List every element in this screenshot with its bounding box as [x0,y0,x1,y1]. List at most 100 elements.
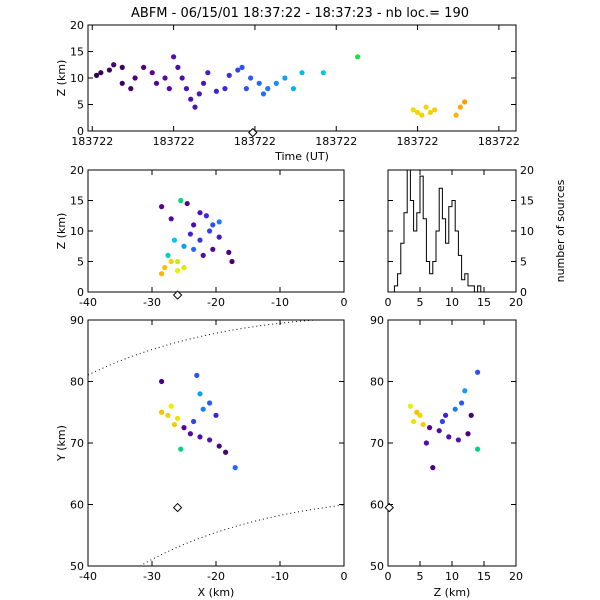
x-tick-label: 15 [477,296,491,309]
source-point [248,75,254,81]
y-tick-label: 20 [70,164,84,177]
source-point [462,99,468,105]
y-tick-label: 15 [70,46,84,59]
source-point [93,72,100,78]
source-point [168,403,174,409]
source-point [459,400,465,406]
source-point [256,80,262,86]
source-point [355,54,361,60]
source-point [419,112,425,118]
source-point [439,418,445,425]
source-point [168,258,174,265]
source-point [455,437,461,443]
y-tick-label: 50 [370,560,384,573]
panel-time-height-yticks: 0 5 10 15 20 [70,19,516,138]
source-point [430,465,436,471]
source-point [197,391,203,397]
x-tick-label: 15 [477,570,491,583]
source-point [207,400,213,406]
y-tick-label: 5 [77,256,84,269]
source-point [188,96,194,102]
source-point [166,86,172,92]
y-tick-label: 10 [70,72,84,85]
source-point [183,86,190,92]
source-point [159,409,165,415]
source-point [423,104,429,110]
histogram-step-line [393,169,484,293]
panel-plan-view-frame [87,319,345,567]
x-tick-label: 5 [417,570,424,583]
source-point [203,213,209,219]
source-point [452,406,458,412]
panel-plan-view-xlabel: X (km) [198,586,235,599]
source-point [159,378,165,385]
source-point [207,437,213,443]
y-tick-label: 10 [70,225,84,238]
source-point [226,72,232,78]
y-tick-label: 20 [520,164,534,177]
source-point [192,104,198,110]
y-tick-label: 5 [77,99,84,112]
panel-height-histogram: 0 5 10 15 20 0 5 10 15 20 number of sources [385,164,568,309]
source-point [119,64,125,70]
source-point [149,70,155,76]
station-marker [172,502,183,513]
source-point [111,62,117,68]
source-point [106,67,112,73]
source-point [299,70,305,76]
source-point [175,415,181,421]
panel-height-y-xticks: 0 5 10 15 20 [385,320,523,583]
source-point [205,70,211,76]
y-tick-label: 90 [370,314,384,327]
panel-time-height: 183722 183722 183722 183722 183722 183722 051… [55,19,520,163]
source-point [162,265,168,271]
source-point [159,204,165,210]
source-point [427,425,433,431]
source-point [265,86,271,92]
panel-height-y: 0 5 10 15 20 50 60 70 80 90 Z (km) [370,314,523,599]
figure-title: ABFM - 06/15/01 18:37:22 - 18:37:23 - nb… [131,6,469,21]
source-point [468,412,474,418]
y-tick-label: 5 [520,256,527,269]
source-point [178,446,184,452]
source-point [423,440,429,446]
source-point [178,197,184,204]
x-tick-label: -10 [271,296,289,309]
source-point [184,200,190,207]
source-point [446,434,452,440]
source-point [207,228,213,234]
range-circle-outer [87,319,316,376]
panel-time-height-ylabel: Z (km) [55,60,68,97]
station-marker [172,290,183,300]
source-point [171,237,177,243]
panel-x-height-frame [87,169,345,293]
x-tick-label: 183722 [478,135,520,148]
y-tick-label: 50 [70,560,84,573]
y-tick-label: 70 [70,437,84,450]
source-point [407,403,413,409]
source-point [443,412,449,418]
source-point [181,243,187,249]
source-point [243,86,249,92]
panel-height-histogram-ylabel: number of sources [554,179,567,282]
range-circle-inner [139,504,345,567]
panel-height-y-points [384,369,481,513]
panel-time-height-xlabel: Time (UT) [274,150,329,163]
source-point [162,75,168,81]
source-point [181,265,187,271]
source-point [179,75,185,81]
x-tick-label: 0 [385,570,392,583]
y-tick-label: 60 [370,499,384,512]
y-tick-label: 80 [370,376,384,389]
source-point [141,64,147,70]
source-point [191,246,197,252]
source-point [98,70,104,76]
source-point [132,75,138,81]
panel-height-histogram-xticks: 0 5 10 15 20 [385,170,523,309]
source-point [222,86,228,92]
source-point [159,271,165,277]
x-tick-label: 20 [509,570,523,583]
source-point [414,409,420,415]
x-tick-label: 183722 [315,135,357,148]
